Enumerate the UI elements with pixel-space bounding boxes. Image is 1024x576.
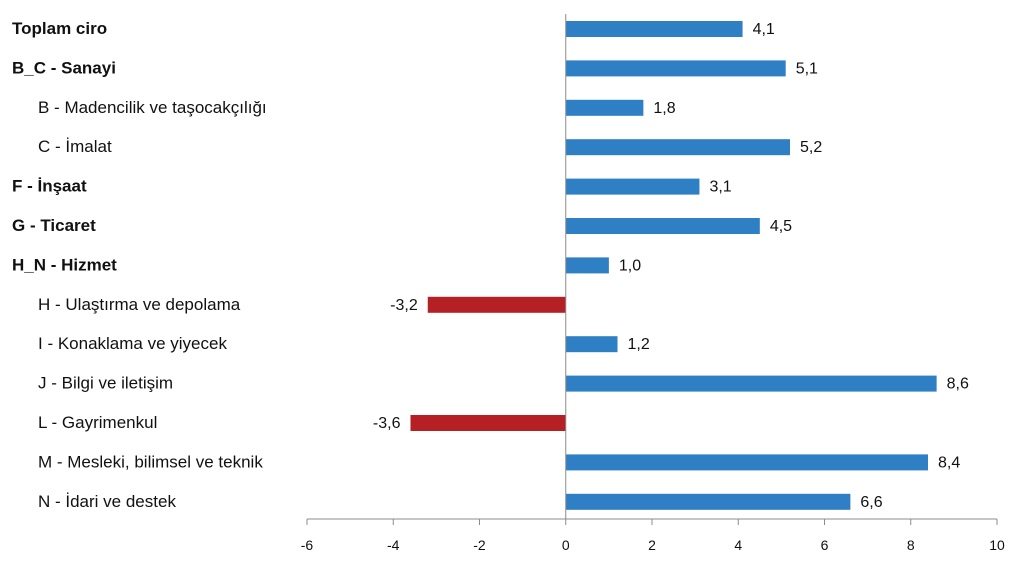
- value-label: -3,6: [373, 415, 401, 432]
- x-tick-label: 4: [734, 537, 742, 553]
- x-tick-label: 10: [989, 537, 1005, 553]
- value-label: 8,4: [938, 454, 960, 471]
- bar: [565, 60, 786, 77]
- x-tick-label: -2: [473, 537, 486, 553]
- bar: [565, 99, 644, 116]
- value-label: 6,6: [860, 494, 882, 511]
- bar: [565, 493, 851, 510]
- bars: [410, 21, 937, 510]
- bar: [565, 454, 928, 471]
- value-labels: 4,1 5,1 1,8 5,2 3,1 4,5 1,0 -3,2 1,2 8,6 -3,6 8,4 6,…: [373, 21, 969, 511]
- category-label: Toplam ciro: [12, 19, 107, 38]
- category-label: C - İmalat: [38, 137, 112, 156]
- category-label: B_C - Sanayi: [12, 58, 116, 77]
- bar: [565, 139, 790, 156]
- bar: [565, 218, 760, 234]
- category-label: I - Konaklama ve yiyecek: [38, 334, 227, 353]
- value-label: 5,1: [796, 60, 818, 77]
- x-tick-label: 6: [821, 537, 829, 553]
- x-tick-label: -4: [387, 537, 400, 553]
- category-label: G - Ticaret: [12, 216, 96, 235]
- bar: [565, 21, 743, 37]
- category-label: H - Ulaştırma ve depolama: [38, 295, 241, 314]
- category-labels: Toplam ciro B_C - Sanayi B - Madencilik ve…: [12, 19, 267, 511]
- bar: [565, 336, 618, 353]
- category-label: N - İdari ve destek: [38, 492, 176, 511]
- category-label: L - Gayrimenkul: [38, 413, 157, 432]
- value-label: 1,2: [628, 336, 650, 353]
- value-label: 1,0: [619, 257, 641, 274]
- value-label: 3,1: [709, 179, 731, 196]
- bar: [410, 415, 566, 431]
- category-label: M - Mesleki, bilimsel ve teknik: [38, 452, 263, 471]
- category-label: H_N - Hizmet: [12, 255, 117, 274]
- bar: [565, 178, 700, 195]
- bar: [565, 257, 609, 274]
- category-label: J - Bilgi ve iletişim: [38, 374, 173, 393]
- x-tick-label: -6: [301, 537, 314, 553]
- value-label: 1,8: [653, 100, 675, 117]
- x-tick-label: 0: [562, 537, 570, 553]
- category-label: B - Madencilik ve taşocakçılığı: [38, 98, 267, 117]
- x-tick-label: 2: [648, 537, 656, 553]
- x-tick-label: 8: [907, 537, 915, 553]
- value-label: -3,2: [390, 297, 418, 314]
- bar: [565, 375, 937, 392]
- category-label: F - İnşaat: [12, 177, 87, 196]
- value-label: 4,1: [753, 21, 775, 38]
- value-label: 4,5: [770, 218, 792, 235]
- bar: [427, 296, 566, 313]
- value-label: 8,6: [947, 376, 969, 393]
- value-label: 5,2: [800, 139, 822, 156]
- x-axis-ticks: -6 -4 -2 0 2 4 6 8 10: [301, 519, 1005, 553]
